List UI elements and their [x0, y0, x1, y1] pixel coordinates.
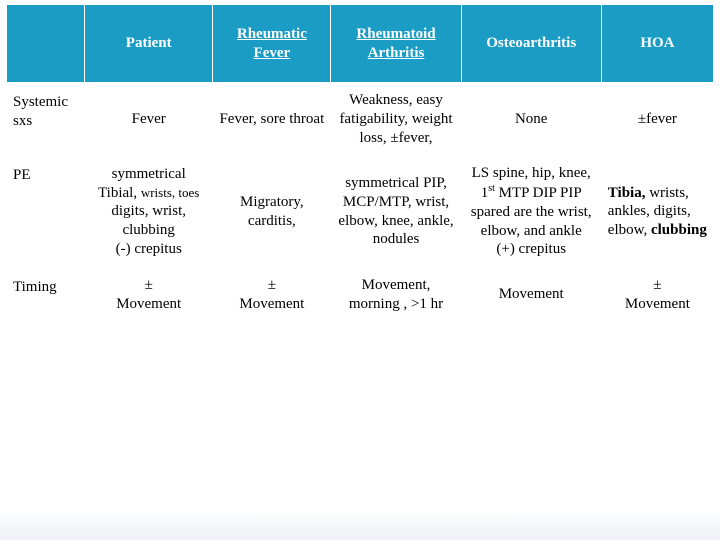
cell-systemic-ra: Weakness, easy fatigability, weight loss… — [331, 83, 461, 156]
table-header-row: Patient Rheumatic Fever Rheumatoid Arthr… — [7, 5, 714, 83]
timing-hoa-a: ± — [653, 277, 661, 293]
header-hoa: HOA — [601, 5, 713, 83]
cell-timing-patient: ± Movement — [85, 268, 213, 323]
pe-hoa-a: Tibia, — [608, 185, 649, 201]
pe-oa-sup: st — [488, 183, 495, 194]
header-rheumatoid-arthritis: Rheumatoid Arthritis — [331, 5, 461, 83]
cell-pe-rf: Migratory, carditis, — [213, 156, 331, 268]
row-pe: PE symmetrical Tibial, wrists, toes digi… — [7, 156, 714, 268]
cell-pe-oa: LS spine, hip, knee, 1st MTP DIP PIP spa… — [461, 156, 601, 268]
cell-pe-ra: symmetrical PIP, MCP/MTP, wrist, elbow, … — [331, 156, 461, 268]
header-blank — [7, 5, 85, 83]
cell-pe-hoa: Tibia, wrists, ankles, digits, elbow, cl… — [601, 156, 713, 268]
row-systemic: Systemic sxs Fever Fever, sore throat We… — [7, 83, 714, 156]
footer-gradient — [0, 510, 720, 540]
pe-patient-l3: digits, wrist, clubbing — [111, 203, 186, 238]
header-osteoarthritis: Osteoarthritis — [461, 5, 601, 83]
pe-patient-l1: symmetrical — [112, 166, 186, 182]
pe-oa-l2: spared are the wrist, elbow, and ankle — [471, 204, 592, 239]
cell-systemic-hoa: ±fever — [601, 83, 713, 156]
pe-hoa-c: clubbing — [651, 222, 707, 238]
cell-timing-ra: Movement, morning , >1 hr — [331, 268, 461, 323]
cell-timing-oa: Movement — [461, 268, 601, 323]
comparison-table: Patient Rheumatic Fever Rheumatoid Arthr… — [6, 4, 714, 323]
timing-patient-b: Movement — [116, 296, 181, 312]
cell-timing-hoa: ± Movement — [601, 268, 713, 323]
pe-patient-l2b: wrists, toes — [141, 185, 200, 200]
cell-pe-patient: symmetrical Tibial, wrists, toes digits,… — [85, 156, 213, 268]
row-label-pe: PE — [7, 156, 85, 268]
timing-patient-a: ± — [145, 277, 153, 293]
cell-systemic-patient: Fever — [85, 83, 213, 156]
pe-oa-l1b: MTP DIP PIP — [495, 185, 582, 201]
row-timing: Timing ± Movement ± Movement Movement, m… — [7, 268, 714, 323]
pe-patient-l2a: Tibial, — [98, 185, 141, 201]
cell-systemic-oa: None — [461, 83, 601, 156]
pe-patient-l4: (-) crepitus — [116, 241, 182, 257]
timing-hoa-b: Movement — [625, 296, 690, 312]
header-rheumatic-fever: Rheumatic Fever — [213, 5, 331, 83]
row-label-systemic: Systemic sxs — [7, 83, 85, 156]
row-label-timing: Timing — [7, 268, 85, 323]
header-patient: Patient — [85, 5, 213, 83]
cell-systemic-rf: Fever, sore throat — [213, 83, 331, 156]
pe-oa-l3: (+) crepitus — [496, 241, 566, 257]
cell-timing-rf: ± Movement — [213, 268, 331, 323]
timing-rf-a: ± — [268, 277, 276, 293]
timing-rf-b: Movement — [239, 296, 304, 312]
